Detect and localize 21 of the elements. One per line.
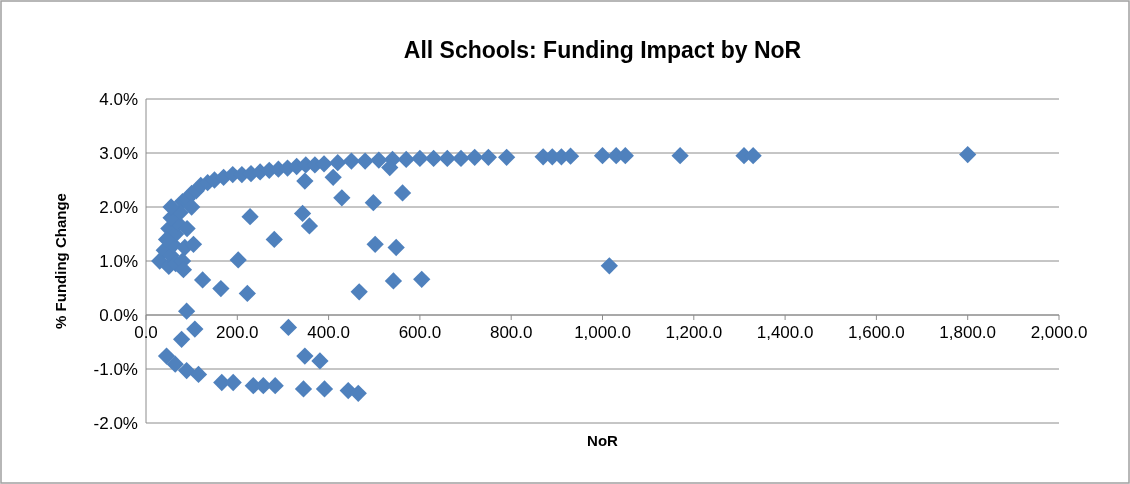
- x-tick-label: 400.0: [307, 323, 350, 342]
- y-tick-label: -1.0%: [93, 359, 138, 379]
- chart-title: All Schools: Funding Impact by NoR: [403, 37, 802, 63]
- x-tick-label: 1,800.0: [939, 323, 997, 342]
- y-tick-label: 0.0%: [99, 305, 138, 325]
- x-tick-label: 2,000.0: [1030, 323, 1088, 342]
- y-tick-label: 3.0%: [99, 143, 138, 163]
- x-tick-label: 1,400.0: [756, 323, 814, 342]
- x-tick-label: 1,200.0: [665, 323, 723, 342]
- x-tick-label: 600.0: [398, 323, 442, 342]
- y-axis-title: % Funding Change: [52, 193, 69, 329]
- y-tick-label: 2.0%: [99, 197, 138, 217]
- x-axis-title: NoR: [587, 432, 619, 449]
- x-tick-label: 800.0: [489, 323, 533, 342]
- x-tick-label: 1,000.0: [574, 323, 631, 342]
- x-tick-label: 1,600.0: [848, 323, 905, 342]
- y-tick-label: 4.0%: [99, 89, 138, 109]
- x-tick-label: 0.0: [134, 323, 158, 342]
- x-tick-label: 200.0: [216, 323, 259, 342]
- y-tick-label: -2.0%: [93, 413, 138, 433]
- y-tick-label: 1.0%: [99, 251, 138, 271]
